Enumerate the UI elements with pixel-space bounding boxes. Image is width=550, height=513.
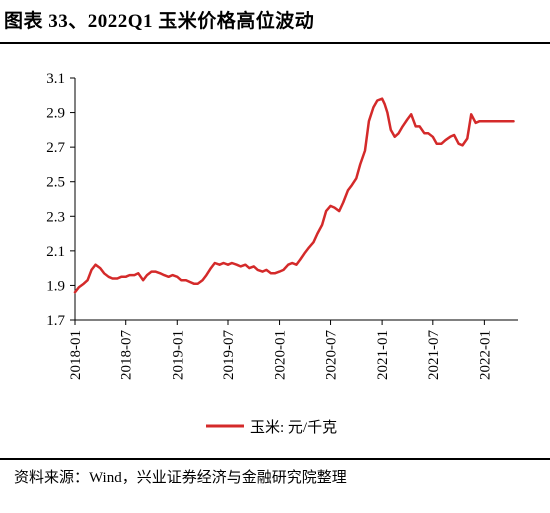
x-tick-label: 2021-07 [426,330,442,380]
y-tick-label: 2.7 [46,140,65,156]
x-tick-label: 2019-01 [170,330,186,380]
x-tick-label: 2018-07 [119,330,135,380]
y-tick-label: 2.1 [46,244,65,260]
y-tick-label: 1.7 [46,313,65,329]
title-rule [0,42,550,44]
figure-title: 图表 33、2022Q1 玉米价格高位波动 [4,11,315,32]
y-tick-label: 3.1 [46,71,65,87]
series-line-corn-price [73,97,515,294]
x-tick-label: 2018-01 [68,330,84,380]
x-tick-label: 2022-01 [477,330,493,380]
x-tick-label: 2019-07 [221,330,237,380]
x-axis-ticks: 2018-01 2018-07 2019-01 2019-07 2020-01 2020-… [68,320,493,380]
x-tick-label: 2021-01 [375,330,391,380]
y-tick-label: 2.5 [46,175,65,191]
y-tick-label: 1.9 [46,278,65,294]
y-tick-label: 2.9 [46,106,65,122]
x-tick-label: 2020-07 [324,330,340,380]
legend-label: 玉米: 元/千克 [250,419,337,436]
legend: 玉米: 元/千克 [206,419,337,436]
source-rule [0,458,550,460]
series-layer [73,97,515,294]
y-axis-ticks: 3.1 2.9 2.7 2.5 2.3 2.1 1.9 1.7 [46,71,75,329]
source-note: 资料来源：Wind，兴业证券经济与金融研究院整理 [14,470,347,486]
x-tick-label: 2020-01 [273,330,289,380]
y-tick-label: 2.3 [46,209,65,225]
